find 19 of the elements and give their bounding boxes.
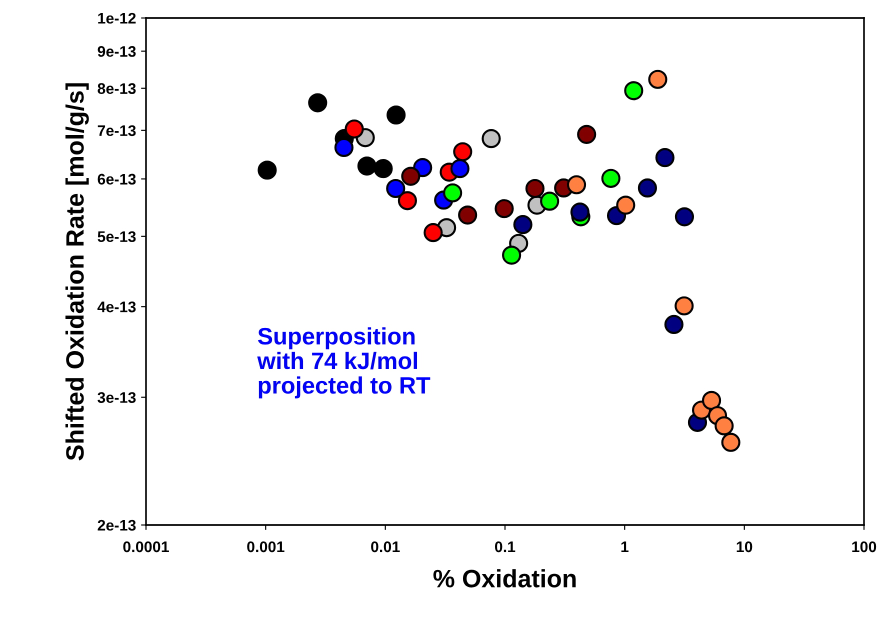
y-axis-title: Shifted Oxidation Rate [mol/g/s] — [65, 83, 89, 460]
x-tick-label: 0.01 — [371, 541, 400, 552]
x-tick-label: 0.1 — [494, 541, 516, 552]
y-tick-label: 4e-13 — [97, 302, 136, 312]
annotation: Superposition with 74 kJ/mol projected to RT — [257, 327, 430, 398]
y-tick-label: 6e-13 — [98, 174, 136, 185]
y-tick-label: 7e-13 — [98, 125, 136, 136]
y-tick-label: 3e-13 — [98, 392, 136, 403]
x-tick-label: 0.0001 — [123, 541, 169, 552]
y-tick-label: 1e-12 — [98, 12, 136, 24]
y-tick-label: 9e-13 — [98, 46, 136, 57]
x-axis-title: % Oxidation — [433, 569, 576, 588]
x-tick-label: 0.001 — [247, 541, 284, 552]
x-tick-label: 1 — [621, 542, 628, 552]
y-tick-label: 8e-13 — [98, 83, 136, 94]
y-tick-label: 2e-13 — [98, 520, 136, 531]
x-tick-label: 10 — [736, 541, 752, 552]
y-tick-label: 5e-13 — [98, 231, 136, 242]
x-tick-label: 100 — [852, 541, 876, 552]
